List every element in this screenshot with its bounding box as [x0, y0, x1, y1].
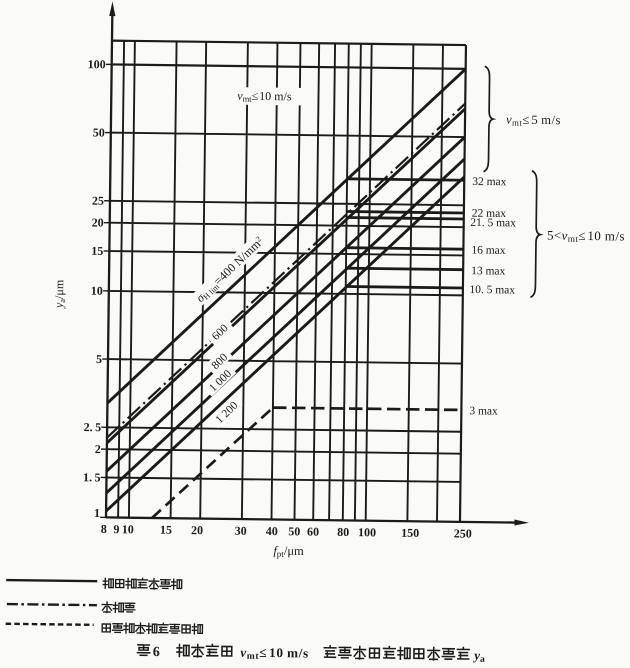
svg-text:80: 80 — [337, 525, 349, 539]
svg-text:50: 50 — [93, 125, 105, 139]
svg-text:5: 5 — [96, 352, 102, 366]
svg-text:21. 5 max: 21. 5 max — [470, 217, 516, 230]
svg-text:10. 5 max: 10. 5 max — [469, 284, 515, 297]
svg-text:vmt≤ 10 m/s: vmt≤ 10 m/s — [240, 645, 309, 663]
svg-text:1: 1 — [94, 506, 100, 520]
svg-text:30: 30 — [235, 524, 247, 538]
svg-text:13 max: 13 max — [471, 265, 506, 277]
svg-text:100: 100 — [358, 525, 376, 539]
svg-text:1. 5: 1. 5 — [83, 470, 101, 484]
svg-text:150: 150 — [401, 526, 419, 540]
svg-text:60: 60 — [307, 525, 319, 539]
svg-text:2. 5: 2. 5 — [84, 420, 102, 434]
svg-text:fpt/μm: fpt/μm — [273, 544, 304, 560]
svg-text:2: 2 — [95, 442, 101, 456]
svg-text:vmt≤ 5 m/s: vmt≤ 5 m/s — [506, 112, 561, 128]
svg-text:8: 8 — [101, 522, 107, 536]
svg-text:vmt≤ 10 m/s: vmt≤ 10 m/s — [237, 89, 292, 105]
svg-text:6: 6 — [153, 645, 160, 660]
svg-text:40: 40 — [266, 524, 278, 538]
svg-text:ya/μm: ya/μm — [52, 279, 67, 309]
svg-text:9: 9 — [113, 522, 119, 536]
svg-text:10: 10 — [122, 522, 134, 536]
svg-text:100: 100 — [88, 57, 106, 71]
svg-text:15: 15 — [160, 523, 172, 537]
svg-text:15: 15 — [91, 244, 103, 258]
svg-text:20: 20 — [191, 523, 203, 537]
svg-text:16 max: 16 max — [471, 244, 506, 256]
svg-text:50: 50 — [288, 524, 300, 538]
svg-text:32 max: 32 max — [472, 176, 507, 188]
svg-text:10: 10 — [91, 284, 103, 298]
svg-text:22 max: 22 max — [472, 208, 507, 220]
svg-text:250: 250 — [454, 526, 472, 540]
svg-text:5<vmt≤ 10 m/s: 5<vmt≤ 10 m/s — [547, 228, 625, 245]
svg-text:25: 25 — [92, 194, 104, 208]
svg-text:ya: ya — [472, 648, 485, 665]
svg-text:3 max: 3 max — [469, 405, 498, 417]
svg-text:20: 20 — [92, 215, 104, 229]
